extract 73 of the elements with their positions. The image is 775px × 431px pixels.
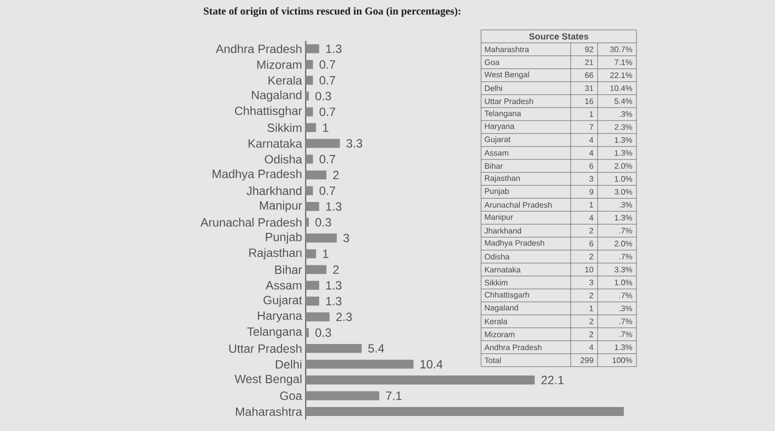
data-label: 1.3 bbox=[326, 296, 342, 306]
y-tick-label: Assam bbox=[266, 280, 302, 290]
data-label: 1.3 bbox=[326, 202, 342, 210]
bar bbox=[306, 122, 316, 132]
bar bbox=[306, 312, 330, 322]
text: Source States bbox=[529, 32, 588, 40]
data-label: 3.3 bbox=[346, 138, 362, 148]
bar bbox=[306, 218, 309, 227]
y-tick-label: Telangana bbox=[247, 326, 302, 338]
data-label: 0.3 bbox=[315, 218, 332, 226]
data-label: 2 bbox=[333, 170, 339, 179]
data-label: 2 bbox=[333, 265, 339, 274]
y-tick-label: Rajasthan bbox=[249, 248, 302, 260]
bar bbox=[306, 107, 313, 116]
y-tick-label: Odisha bbox=[264, 154, 302, 164]
y-tick-label: Madhya Pradesh bbox=[212, 169, 302, 180]
y-tick-label: Chhattisghar bbox=[234, 106, 302, 118]
data-label: 0.7 bbox=[320, 186, 336, 195]
data-label: 0.3 bbox=[315, 92, 332, 100]
y-tick-label: Delhi bbox=[276, 360, 302, 368]
y-tick-label: Karnataka bbox=[248, 138, 302, 148]
y-tick-label: Jharkhand bbox=[246, 186, 302, 195]
data-label: 22.1 bbox=[541, 376, 564, 384]
data-label: 1 bbox=[323, 249, 328, 258]
data-label: 0.3 bbox=[315, 328, 332, 337]
data-label: 7.1 bbox=[386, 391, 402, 400]
bar bbox=[306, 249, 316, 258]
data-label: 1.3 bbox=[326, 280, 342, 290]
bar bbox=[306, 296, 320, 306]
bar bbox=[306, 76, 313, 85]
y-tick-label: Kerala bbox=[268, 76, 302, 84]
y-tick-label: Haryana bbox=[258, 311, 302, 322]
data-label: 3 bbox=[343, 234, 350, 242]
data-label: 10.4 bbox=[420, 360, 443, 368]
y-tick-label: Andhra Pradesh bbox=[216, 44, 302, 53]
y-tick-label: Goa bbox=[280, 391, 302, 400]
y-tick-label: Nagaland bbox=[252, 90, 302, 102]
bar bbox=[306, 328, 309, 337]
bar bbox=[306, 138, 340, 148]
data-label: 0.7 bbox=[320, 76, 336, 84]
bar bbox=[306, 91, 309, 100]
y-tick-label: Maharashtra bbox=[236, 406, 302, 416]
y-tick-label: Manipur bbox=[260, 200, 302, 212]
y-tick-label: Uttar Pradesh bbox=[229, 344, 302, 353]
bar bbox=[306, 344, 362, 353]
bar bbox=[306, 360, 414, 368]
data-label: 0.7 bbox=[320, 60, 336, 69]
y-tick-label: West Bengal bbox=[234, 374, 302, 386]
bar bbox=[306, 264, 326, 274]
data-label: 2.3 bbox=[336, 312, 352, 321]
bar bbox=[306, 233, 337, 242]
chart-title: State of origin of victims rescued in Goa (in percentages): bbox=[204, 6, 460, 17]
data-label: 1.3 bbox=[326, 44, 342, 53]
bar bbox=[306, 375, 535, 384]
data-label: 0.7 bbox=[320, 154, 336, 164]
bar bbox=[306, 406, 624, 416]
bar bbox=[306, 154, 313, 164]
bar bbox=[306, 170, 326, 180]
bar bbox=[306, 60, 313, 69]
y-tick-label: Punjab bbox=[266, 232, 302, 244]
bar bbox=[306, 280, 320, 290]
y-tick-label: Bihar bbox=[275, 264, 302, 274]
bar bbox=[306, 186, 313, 195]
data-label: 5.4 bbox=[368, 344, 384, 352]
y-tick-label: Arunachal Pradesh bbox=[200, 218, 302, 226]
bar bbox=[306, 202, 320, 211]
data-label: 0.7 bbox=[320, 107, 336, 116]
bar bbox=[306, 391, 380, 400]
y-tick-label: Mizoram bbox=[257, 60, 302, 69]
bar bbox=[306, 44, 320, 54]
data-label: 1 bbox=[323, 123, 328, 132]
y-tick-label: Gujarat bbox=[264, 295, 302, 306]
y-tick-label: Sikkim bbox=[268, 123, 302, 132]
